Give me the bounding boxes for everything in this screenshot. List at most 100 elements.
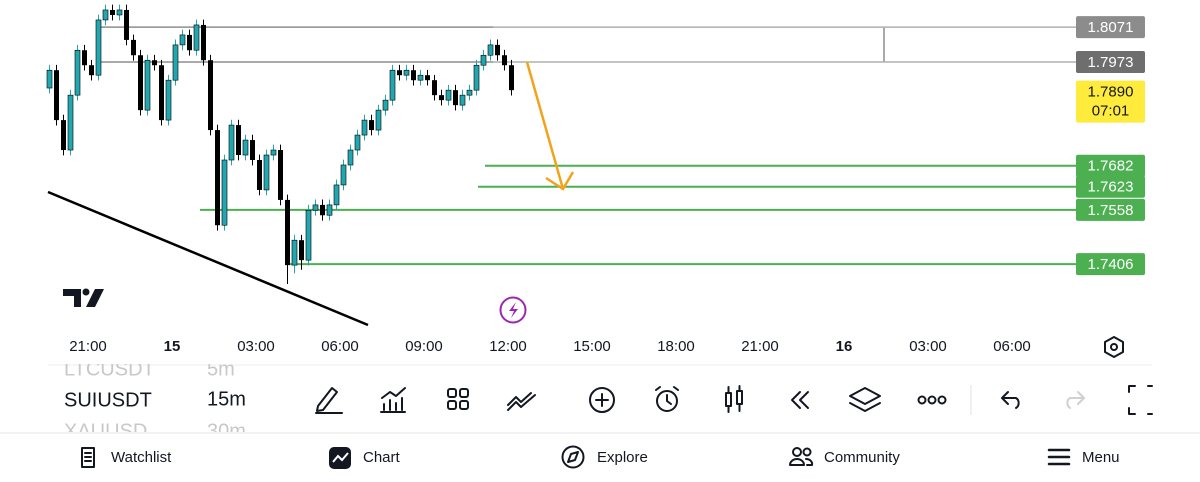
candle-body — [480, 54, 487, 66]
nav-menu[interactable]: Menu — [1047, 448, 1120, 466]
candle-body — [257, 160, 262, 190]
price-label: 1.7973 — [1088, 54, 1134, 71]
nav-label: Community — [824, 449, 900, 466]
indicators[interactable] — [380, 387, 406, 413]
candle-body — [54, 70, 59, 121]
candle-body — [201, 24, 206, 61]
candle-body — [333, 184, 340, 206]
layers[interactable] — [849, 387, 881, 412]
candle-body — [432, 80, 437, 96]
candle-body — [46, 69, 53, 89]
x-tick-label: 18:00 — [657, 338, 695, 355]
x-tick-label: 15:00 — [573, 338, 611, 355]
interval-next: 30m — [207, 420, 246, 442]
candle-body — [417, 74, 424, 81]
price-label: 1.7623 — [1088, 179, 1134, 196]
candle-body — [82, 50, 87, 66]
candle-body — [102, 9, 109, 21]
candle-body — [340, 164, 347, 186]
candle-body — [397, 70, 402, 76]
symbol-picker[interactable]: LTCUSDT 5m XAUUSD 30m — [64, 358, 246, 442]
nav-label: Explore — [597, 449, 648, 466]
candle-body — [347, 149, 354, 166]
nav-chart[interactable]: Chart — [329, 447, 401, 469]
candle-body — [193, 24, 200, 51]
price-label-box — [1076, 154, 1145, 177]
candle-body — [502, 55, 507, 66]
candle-body — [445, 89, 452, 101]
candle-body — [250, 140, 255, 161]
candle-body — [439, 95, 444, 101]
redo[interactable] — [1066, 391, 1085, 409]
compare[interactable] — [507, 392, 536, 411]
candle-body — [320, 204, 325, 216]
candle-body — [172, 44, 179, 81]
candle-body — [466, 89, 473, 96]
candle-body — [509, 65, 514, 91]
candle-body — [124, 9, 129, 40]
layouts[interactable] — [447, 388, 469, 410]
candle-body — [242, 139, 249, 156]
candle-body — [278, 150, 283, 200]
candle-body — [487, 44, 494, 56]
candle-body — [215, 130, 220, 226]
undo[interactable] — [1001, 391, 1020, 409]
candle-body — [67, 94, 74, 151]
symbol[interactable]: SUIUSDT — [64, 389, 152, 411]
symbol-next: XAUUSD — [64, 420, 147, 442]
candle-body — [144, 59, 151, 111]
nav-community[interactable]: Community — [789, 447, 900, 466]
candle-body — [389, 69, 396, 101]
candle-body — [473, 64, 480, 91]
alert[interactable] — [655, 386, 679, 412]
x-tick-label: 12:00 — [489, 338, 527, 355]
lightning-icon[interactable] — [499, 296, 527, 324]
nav-explore[interactable]: Explore — [561, 445, 648, 469]
candle-body — [270, 149, 277, 156]
chart-type[interactable] — [725, 385, 743, 413]
price-label-box — [1076, 253, 1145, 276]
x-tick-label: 15 — [164, 338, 181, 355]
fullscreen[interactable] — [1128, 385, 1153, 415]
candle-body — [361, 119, 368, 136]
candle-body — [165, 79, 172, 121]
candle-body — [369, 120, 374, 131]
more[interactable] — [917, 395, 947, 405]
candle-body — [131, 39, 136, 56]
bar-countdown: 07:01 — [1092, 103, 1130, 120]
candle-body — [382, 99, 389, 111]
price-label: 1.7558 — [1088, 202, 1134, 219]
x-tick-label: 03:00 — [909, 338, 947, 355]
nav-label: Chart — [363, 449, 401, 466]
price-label-box — [1076, 198, 1145, 221]
candle-body — [285, 199, 290, 266]
price-label: 1.7406 — [1088, 256, 1134, 273]
candle-body — [89, 65, 94, 76]
candle-body — [299, 240, 304, 261]
last-price: 1.7890 — [1088, 84, 1134, 101]
x-tick-label: 21:00 — [741, 338, 779, 355]
settings-icon[interactable] — [1104, 336, 1124, 358]
candle-body — [425, 75, 430, 81]
candle-body — [459, 94, 466, 106]
last-price-box — [1076, 80, 1145, 123]
candle-body — [74, 49, 81, 96]
plot-area — [46, 4, 1076, 285]
nav-watchlist[interactable]: Watchlist — [81, 447, 172, 468]
candle-body — [61, 120, 66, 151]
x-tick-label: 09:00 — [405, 338, 443, 355]
add[interactable] — [589, 387, 615, 413]
price-label: 1.7682 — [1088, 158, 1134, 175]
candle-body — [187, 34, 192, 51]
price-label: 1.8071 — [1088, 19, 1134, 36]
candle-body — [312, 204, 319, 211]
candle-body — [179, 34, 186, 46]
draw-tool[interactable] — [315, 387, 343, 414]
price-label-box — [1076, 175, 1145, 198]
candle-body — [138, 55, 143, 111]
candle-body — [110, 9, 115, 15]
interval[interactable]: 15m — [207, 388, 246, 410]
replay[interactable] — [791, 391, 809, 409]
